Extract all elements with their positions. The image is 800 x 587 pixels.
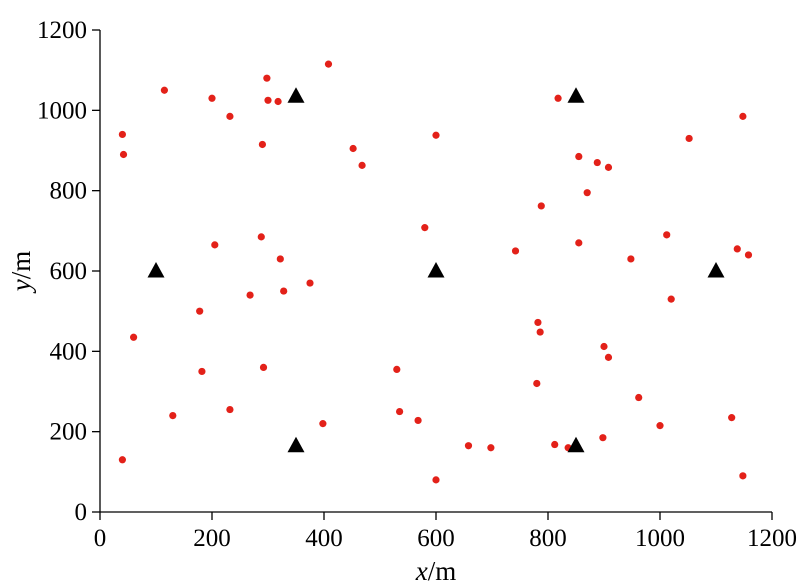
data-point-unknown-nodes — [537, 202, 545, 210]
y-tick-label: 0 — [75, 499, 88, 526]
data-point-unknown-nodes — [432, 476, 440, 484]
y-tick-label: 1200 — [37, 17, 87, 44]
data-point-unknown-nodes — [534, 318, 542, 327]
data-point-unknown-nodes — [358, 161, 366, 169]
data-point-anchor-nodes — [567, 436, 585, 453]
data-point-unknown-nodes — [130, 333, 138, 341]
data-point-unknown-nodes — [593, 158, 601, 167]
data-point-unknown-nodes — [246, 291, 254, 299]
data-point-unknown-nodes — [259, 363, 268, 371]
data-point-unknown-nodes — [728, 414, 736, 422]
data-point-unknown-nodes — [264, 96, 272, 104]
data-point-unknown-nodes — [667, 295, 675, 303]
x-tick-label: 800 — [529, 525, 567, 552]
data-point-anchor-nodes — [567, 87, 585, 103]
data-point-anchor-nodes — [147, 262, 165, 278]
data-point-unknown-nodes — [575, 239, 583, 247]
x-tick-label: 600 — [417, 525, 455, 552]
data-point-unknown-nodes — [258, 140, 266, 149]
data-point-unknown-nodes — [421, 224, 429, 232]
data-point-unknown-nodes — [464, 442, 473, 450]
data-point-anchor-nodes — [287, 87, 305, 103]
data-point-unknown-nodes — [604, 163, 613, 171]
data-point-unknown-nodes — [226, 112, 234, 120]
data-point-unknown-nodes — [663, 231, 671, 239]
y-tick-label: 600 — [50, 258, 88, 285]
data-point-unknown-nodes — [414, 416, 422, 425]
data-point-unknown-nodes — [198, 367, 206, 376]
data-point-unknown-nodes — [604, 353, 613, 361]
data-point-unknown-nodes — [118, 456, 126, 464]
data-point-unknown-nodes — [393, 365, 401, 374]
data-point-unknown-nodes — [208, 94, 216, 102]
data-point-unknown-nodes — [656, 422, 664, 430]
data-point-anchor-nodes — [707, 262, 725, 278]
data-point-unknown-nodes — [739, 112, 747, 120]
data-point-unknown-nodes — [536, 328, 544, 336]
x-tick-label: 400 — [305, 525, 343, 552]
data-point-unknown-nodes — [119, 150, 128, 159]
data-point-unknown-nodes — [635, 393, 643, 402]
data-point-unknown-nodes — [533, 379, 541, 388]
y-tick-label: 400 — [50, 338, 88, 365]
x-tick-label: 200 — [193, 525, 231, 552]
x-tick-label: 1200 — [747, 525, 797, 552]
data-point-unknown-nodes — [599, 434, 607, 442]
data-point-unknown-nodes — [739, 472, 747, 480]
y-tick-label: 200 — [50, 419, 88, 446]
data-point-unknown-nodes — [306, 279, 314, 287]
data-point-unknown-nodes — [600, 342, 608, 351]
data-point-unknown-nodes — [551, 440, 559, 449]
data-point-unknown-nodes — [319, 420, 327, 428]
data-point-unknown-nodes — [744, 251, 753, 259]
data-point-unknown-nodes — [274, 97, 282, 106]
data-point-unknown-nodes — [396, 407, 404, 416]
y-tick-label: 800 — [50, 178, 88, 205]
data-point-unknown-nodes — [226, 405, 234, 414]
data-point-unknown-nodes — [118, 130, 126, 139]
data-point-unknown-nodes — [276, 255, 284, 263]
data-point-unknown-nodes — [169, 412, 177, 420]
x-axis-label: x/m — [415, 556, 457, 586]
data-point-unknown-nodes — [487, 444, 495, 452]
data-point-unknown-nodes — [257, 233, 265, 241]
y-axis-label: y/m — [6, 251, 36, 295]
data-point-unknown-nodes — [211, 241, 219, 249]
data-point-anchor-nodes — [427, 262, 445, 278]
data-point-unknown-nodes — [511, 247, 520, 255]
data-point-anchor-nodes — [287, 436, 305, 453]
data-point-unknown-nodes — [733, 245, 741, 253]
data-point-unknown-nodes — [685, 134, 693, 143]
y-tick-label: 1000 — [37, 97, 87, 124]
data-point-unknown-nodes — [627, 255, 635, 263]
data-point-unknown-nodes — [349, 144, 357, 153]
data-point-unknown-nodes — [196, 307, 204, 315]
data-point-unknown-nodes — [432, 131, 440, 139]
data-point-unknown-nodes — [583, 189, 591, 197]
data-point-unknown-nodes — [160, 86, 168, 94]
data-point-unknown-nodes — [263, 74, 271, 82]
data-point-unknown-nodes — [575, 152, 583, 161]
data-point-unknown-nodes — [324, 60, 333, 68]
data-point-unknown-nodes — [554, 94, 562, 102]
x-tick-label: 0 — [94, 525, 107, 552]
x-tick-label: 1000 — [635, 525, 685, 552]
data-point-unknown-nodes — [280, 287, 288, 295]
